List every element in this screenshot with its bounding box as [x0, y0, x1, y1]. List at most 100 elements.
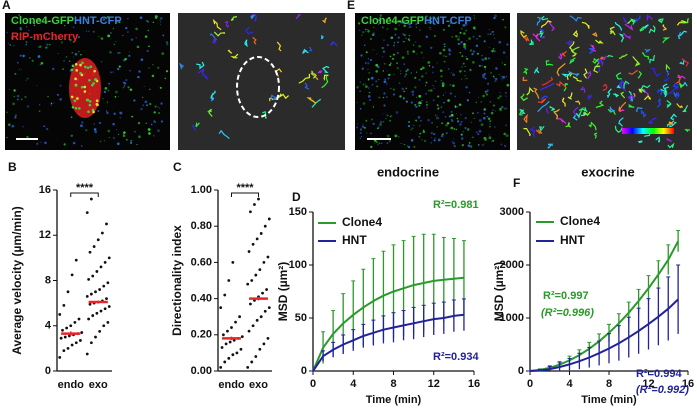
channel-label: HNT-CFP	[74, 15, 122, 27]
track	[669, 121, 678, 128]
fluorescent-spot	[405, 70, 408, 73]
data-point	[231, 261, 235, 264]
data-point	[92, 245, 96, 248]
fluorescent-spot	[409, 40, 411, 42]
track	[541, 15, 549, 21]
fluorescent-spot	[431, 122, 433, 124]
fluorescent-spot	[102, 18, 106, 21]
fluorescent-spot	[376, 85, 379, 88]
fluorescent-spot	[357, 86, 359, 88]
fluorescent-spot	[468, 16, 470, 19]
data-point	[103, 307, 107, 311]
fluorescent-spot	[160, 17, 163, 20]
track	[624, 23, 634, 31]
fluorescent-spot	[452, 73, 455, 77]
fluorescent-spot	[421, 99, 423, 102]
fluorescent-spot	[493, 126, 496, 128]
fluorescent-spot	[40, 61, 44, 65]
fluorescent-spot	[443, 60, 446, 63]
fluorescent-spot	[394, 134, 398, 138]
fluorescent-spot	[400, 70, 402, 72]
track	[561, 97, 566, 107]
fluorescent-spot	[110, 71, 113, 74]
fluorescent-spot	[360, 54, 363, 57]
fluorescent-spot	[475, 44, 479, 47]
fluorescent-spot	[418, 78, 421, 81]
fluorescent-spot	[366, 132, 368, 134]
fluorescent-spot	[403, 63, 406, 66]
fluorescent-spot	[72, 26, 75, 28]
islet-spot	[86, 98, 90, 102]
fluorescent-spot	[431, 18, 433, 20]
fluorescent-spot	[417, 116, 421, 119]
data-point	[88, 302, 92, 306]
fluorescent-spot	[107, 34, 110, 38]
fluorescent-spot	[501, 78, 503, 80]
fluorescent-spot	[403, 24, 406, 27]
fluorescent-spot	[466, 128, 470, 131]
track	[519, 109, 526, 114]
fluorescent-spot	[442, 94, 445, 96]
x-tick-label: 8	[390, 378, 396, 390]
data-point	[246, 282, 250, 286]
data-point	[89, 197, 93, 201]
fluorescent-spot	[146, 104, 149, 107]
fluorescent-spot	[480, 101, 482, 103]
fluorescent-spot	[464, 66, 466, 68]
fluorescent-spot	[488, 134, 490, 136]
fluorescent-spot	[415, 71, 418, 73]
fluorescent-spot	[139, 16, 143, 20]
track	[587, 94, 592, 100]
fluorescent-spot	[477, 112, 479, 114]
islet-spot	[81, 61, 84, 65]
track	[575, 100, 581, 106]
chart-title: endocrine	[377, 164, 439, 179]
x-tick-label: endo	[218, 379, 245, 391]
track	[646, 14, 653, 22]
fluorescent-spot	[390, 37, 393, 40]
fluorescent-spot	[403, 143, 406, 146]
track	[523, 113, 528, 124]
fluorescent-spot	[37, 46, 40, 49]
fluorescent-spot	[154, 105, 157, 108]
track	[613, 93, 620, 98]
fluorescent-spot	[122, 34, 124, 37]
track	[555, 80, 567, 89]
track	[670, 113, 677, 121]
fluorescent-spot	[150, 123, 153, 126]
track	[609, 30, 616, 36]
data-point	[95, 311, 99, 315]
fluorescent-spot	[427, 61, 431, 64]
fluorescent-spot	[393, 53, 395, 56]
fluorescent-spot	[12, 102, 15, 106]
data-point	[258, 347, 262, 351]
track	[557, 118, 567, 124]
fluorescent-spot	[130, 38, 134, 41]
fluorescent-spot	[364, 126, 366, 129]
fluorescent-spot	[113, 136, 115, 139]
fluorescent-spot	[425, 103, 428, 106]
fluorescent-spot	[389, 62, 392, 65]
fluorescent-spot	[461, 78, 463, 80]
fluorescent-spot	[122, 86, 125, 89]
fluorescent-spot	[461, 143, 465, 147]
fluorescent-spot	[140, 58, 144, 62]
track	[207, 108, 213, 117]
fluorescent-spot	[460, 27, 463, 30]
fluorescent-spot	[454, 105, 457, 107]
fluorescent-spot	[455, 35, 458, 38]
islet-spot	[80, 73, 84, 77]
fluorescent-spot	[140, 107, 143, 111]
fluorescent-spot	[372, 105, 374, 107]
fluorescent-spot	[50, 103, 53, 106]
fluorescent-spot	[486, 82, 490, 85]
fluorescent-spot	[365, 119, 368, 122]
fluorescent-spot	[435, 116, 439, 120]
fluorescent-spot	[93, 128, 97, 131]
fluorescent-spot	[20, 98, 23, 101]
fluorescent-spot	[446, 122, 450, 125]
islet-spot	[88, 103, 92, 107]
track	[666, 69, 670, 78]
track	[321, 65, 330, 74]
